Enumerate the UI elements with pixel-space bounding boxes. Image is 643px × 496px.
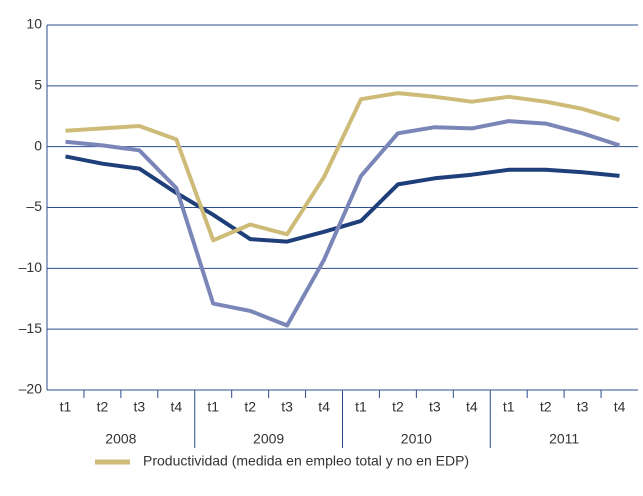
group-label: 2009 <box>253 431 284 447</box>
x-tick-label: t2 <box>244 399 256 415</box>
x-tick-label: t3 <box>134 399 146 415</box>
x-tick-label: t2 <box>97 399 109 415</box>
x-tick-label: t2 <box>540 399 552 415</box>
x-tick-label: t1 <box>207 399 219 415</box>
x-tick-label: t1 <box>503 399 515 415</box>
y-tick-label: 0 <box>34 137 42 153</box>
x-tick-label: t3 <box>577 399 589 415</box>
y-tick-label: –15 <box>19 320 43 336</box>
x-tick-label: t3 <box>281 399 293 415</box>
x-tick-label: t1 <box>60 399 72 415</box>
y-tick-label: –10 <box>19 259 43 275</box>
x-tick-label: t4 <box>318 399 330 415</box>
y-tick-label: 10 <box>26 16 42 32</box>
y-tick-label: –20 <box>19 381 43 397</box>
x-tick-label: t4 <box>466 399 478 415</box>
series-line <box>65 119 621 328</box>
x-tick-label: t4 <box>170 399 182 415</box>
y-tick-label: 5 <box>34 77 42 93</box>
x-tick-label: t2 <box>392 399 404 415</box>
group-label: 2008 <box>105 431 136 447</box>
legend-label: Productividad (medida en empleo total y … <box>143 453 469 469</box>
group-label: 2010 <box>401 431 432 447</box>
x-tick-label: t4 <box>614 399 626 415</box>
y-tick-label: –5 <box>26 198 42 214</box>
x-tick-label: t3 <box>429 399 441 415</box>
group-label: 2011 <box>549 431 579 447</box>
series-line <box>65 91 621 243</box>
series-line <box>65 154 620 244</box>
x-tick-label: t1 <box>355 399 367 415</box>
